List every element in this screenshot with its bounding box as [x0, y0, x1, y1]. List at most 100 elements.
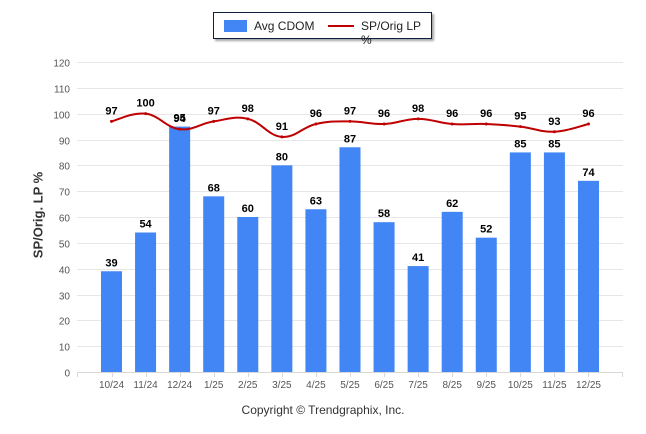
- bar-value-label: 52: [480, 224, 492, 236]
- bar: [543, 152, 565, 372]
- y-tick-label: 90: [59, 137, 71, 148]
- line-point: [416, 117, 420, 121]
- bar-value-label: 80: [276, 151, 288, 163]
- bar: [135, 232, 157, 372]
- line-series: [110, 112, 590, 139]
- y-tick-label: 0: [64, 369, 70, 380]
- x-tick-label: 9/25: [477, 380, 497, 391]
- bar-value-label: 58: [378, 208, 390, 220]
- x-tick-label: 4/25: [306, 380, 326, 391]
- bar: [339, 147, 361, 372]
- line-point: [212, 119, 216, 123]
- line-point: [280, 135, 284, 139]
- x-tick-label: 11/25: [542, 380, 567, 391]
- x-tick-label: 8/25: [442, 380, 462, 391]
- line-value-label: 94: [174, 113, 187, 125]
- bar-value-label: 60: [242, 203, 254, 215]
- y-tick-label: 30: [59, 292, 71, 303]
- bar-value-label: 85: [514, 138, 526, 150]
- bar-value-label: 54: [139, 219, 152, 231]
- bar-value-label: 63: [310, 195, 322, 207]
- line-point: [348, 119, 352, 123]
- bar: [441, 211, 463, 372]
- y-tick-label: 110: [54, 85, 70, 96]
- y-tick-label: 100: [53, 111, 70, 122]
- line-value-label: 98: [242, 103, 254, 115]
- bar-value-label: 41: [412, 252, 424, 264]
- x-axis: 10/24 11/24 12/24 1/25 2/25 3/25 4/25 5/25 6/25 7…: [77, 372, 623, 391]
- line-value-label: 97: [344, 105, 356, 117]
- y-tick-label: 10: [59, 343, 71, 354]
- line-value-label: 97: [208, 105, 220, 117]
- line-point: [450, 122, 454, 126]
- line-value-label: 95: [514, 111, 526, 123]
- x-tick-label: 6/25: [374, 380, 394, 391]
- line-value-label: 100: [136, 98, 154, 110]
- legend: Avg CDOM SP/Orig LP %: [213, 12, 432, 47]
- line-point: [518, 125, 522, 129]
- line-value-label: 93: [548, 116, 560, 128]
- x-tick-label: 1/25: [204, 380, 224, 391]
- line-value-label: 91: [276, 121, 288, 133]
- bar: [305, 209, 327, 372]
- line-value-label: 96: [446, 108, 458, 120]
- line-data-labels: 97 100 94 97 98 91 96 97 96 98 96 96 95 93 96: [105, 98, 594, 133]
- line-point: [382, 122, 386, 126]
- bar-value-label: 87: [344, 133, 356, 145]
- x-tick-label: 3/25: [272, 380, 292, 391]
- bar-value-label: 85: [548, 138, 560, 150]
- bar: [373, 222, 395, 372]
- bar: [577, 180, 599, 372]
- line-value-label: 96: [310, 108, 322, 120]
- bar-value-label: 39: [105, 257, 117, 269]
- bar: [101, 271, 122, 372]
- legend-bar-label[interactable]: Avg CDOM: [254, 19, 315, 33]
- line-point: [552, 130, 556, 134]
- bar-value-label: 74: [582, 167, 595, 179]
- x-tick-label: 2/25: [238, 380, 258, 391]
- y-tick-label: 40: [59, 266, 71, 277]
- bar-data-labels: 39 54 95 68 60 80 63 87 58 41 62 52 85 85 74: [105, 113, 595, 270]
- bar: [203, 196, 225, 372]
- bar: [475, 237, 497, 372]
- copyright-text: Copyright © Trendgraphix, Inc.: [241, 403, 405, 417]
- x-tick-label: 10/25: [508, 380, 533, 391]
- bar-value-label: 95: [174, 113, 186, 125]
- x-tick-label: 11/24: [133, 380, 158, 391]
- legend-bar-swatch[interactable]: [224, 20, 247, 32]
- x-tick-label: 12/25: [576, 380, 601, 391]
- line-value-label: 96: [582, 108, 594, 120]
- line-value-label: 97: [105, 105, 117, 117]
- y-tick-label: 120: [53, 59, 70, 70]
- y-tick-label: 80: [59, 162, 71, 173]
- line-point: [586, 122, 590, 126]
- legend-line-label[interactable]: SP/Orig LP %: [361, 19, 421, 47]
- x-tick-label: 12/24: [167, 380, 192, 391]
- bar: [271, 165, 293, 372]
- y-tick-label: 70: [59, 188, 71, 199]
- bar-value-label: 62: [446, 198, 458, 210]
- bar-value-label: 68: [208, 182, 220, 194]
- line-point: [246, 117, 250, 121]
- line-point: [314, 122, 318, 126]
- x-tick-label: 5/25: [340, 380, 360, 391]
- y-tick-label: 50: [59, 240, 71, 251]
- x-tick-label: 10/24: [99, 380, 124, 391]
- y-tick-label: 60: [59, 214, 71, 225]
- x-tick-label: 7/25: [408, 380, 428, 391]
- line-point: [178, 127, 182, 131]
- line-point: [144, 112, 148, 116]
- bar: [169, 126, 191, 372]
- line-value-label: 96: [378, 108, 390, 120]
- line-point: [484, 122, 488, 126]
- y-axis-title: SP/Orig. LP %: [30, 171, 46, 259]
- bar-series: [101, 126, 599, 372]
- bar: [407, 266, 429, 372]
- line-value-label: 96: [480, 108, 492, 120]
- line-point: [110, 119, 113, 123]
- legend-line-swatch[interactable]: [328, 25, 354, 27]
- y-tick-label: 20: [59, 317, 71, 328]
- y-axis-ticks: 0 10 20 30 40 50 60 70 80 90 100 110 120: [53, 59, 70, 380]
- bar: [237, 217, 259, 372]
